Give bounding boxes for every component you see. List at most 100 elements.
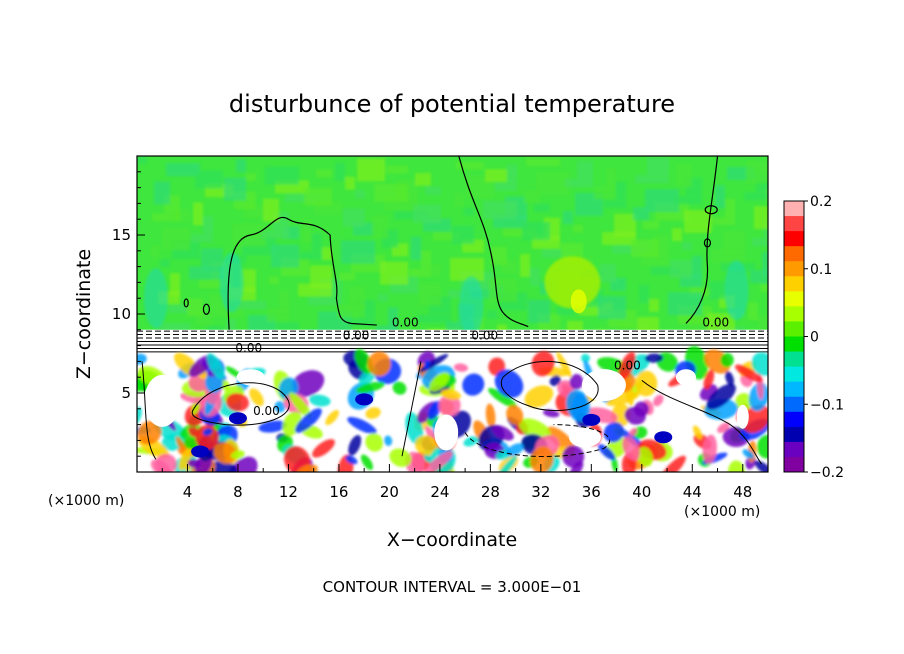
field-blob [717,422,730,433]
field-cell [322,247,332,261]
y-tick-label: 10 [112,305,131,323]
field-blob [524,385,554,408]
field-cell [201,248,223,272]
field-cell [355,190,365,199]
field-blob [440,388,461,400]
vortex-core [434,414,459,451]
x-tick-label: 12 [279,483,298,501]
field-cell [645,189,679,212]
contour-interval-text: CONTOUR INTERVAL = 3.000E−01 [323,578,582,596]
field-blob [155,453,177,472]
field-cell [725,199,735,217]
field-blob [549,375,561,387]
x-tick-label: 4 [183,483,193,501]
x-unit-label-right: (×1000 m) [684,504,760,520]
field-cell [162,227,190,251]
field-blob [496,455,517,472]
contour-loop [703,238,712,248]
field-blob [462,373,485,396]
colorbar-swatch [784,396,804,413]
field-cell [302,219,312,243]
vortex-center [582,413,601,426]
field-blob [348,435,362,456]
field-cell [540,281,550,295]
field-blob [603,422,625,443]
field-cell [682,242,692,250]
field-cell [263,198,279,222]
field-blob [202,428,213,436]
x-tick-label: 28 [481,483,500,501]
colorbar-swatch [784,381,804,398]
field-cell [343,208,365,227]
x-tick-label: 20 [380,483,399,501]
field-cell [750,270,768,284]
field-cell [758,316,768,329]
field-blob [754,460,768,472]
field-blob [389,448,412,467]
vortex-core [736,404,749,429]
field-blob [488,387,517,408]
field-blob [392,381,407,395]
field-blob [720,353,734,368]
field-cell [604,200,626,208]
field-cell [415,172,431,186]
field-cell [267,308,289,322]
y-tick-label: 5 [121,384,131,402]
y-axis: 5 10 15 [112,171,145,457]
field-cell [676,164,692,188]
field-cell [715,185,725,209]
field-cell [464,207,474,216]
field-cell [534,203,550,212]
field-cell [433,232,461,241]
field-cell [633,207,649,221]
contour-line [641,379,763,465]
heatmap-field: 0.00 0.00 0.00 0.00 0.00 0.00 0.00 [137,156,768,472]
field-cell [152,213,180,222]
field-blob [137,353,147,365]
field-blob [506,405,524,425]
x-tick-label: 36 [582,483,601,501]
field-blob [580,353,590,363]
field-cell [495,182,517,191]
upper-layer [137,156,768,352]
field-blob [748,382,768,412]
field-cell [349,286,365,310]
field-blob [606,391,640,406]
field-blob [453,363,469,372]
field-cell [723,231,745,254]
field-cell [269,276,279,285]
field-cell [649,298,659,312]
field-cell [388,307,398,331]
field-cell [711,249,745,263]
colorbar-swatch [784,306,804,322]
field-cell [195,170,223,189]
field-blob [463,436,479,447]
field-cell [193,202,203,226]
colorbar-tick-label: 0.1 [810,262,832,278]
field-blob [494,369,524,398]
field-blob [365,433,384,452]
vortex-core [581,369,626,402]
field-cell [528,299,550,323]
field-cell [347,318,375,327]
field-cell [339,272,355,281]
field-cell [199,280,233,289]
field-blob [178,448,192,471]
field-cell [530,267,540,286]
contour-line [458,156,529,328]
field-cell [487,310,497,319]
field-cell [191,234,213,243]
field-cell [635,175,669,184]
contour-line [141,361,157,460]
field-cell [450,257,484,281]
field-blob [347,416,377,434]
field-cell [150,245,160,259]
field-cell [752,238,768,247]
field-cell [684,210,712,233]
field-cell [672,228,682,242]
field-blob [355,381,385,394]
field-cell [744,192,768,201]
vortex-center [191,445,210,458]
field-cell [189,266,223,280]
colorbar-swatch [784,276,804,292]
